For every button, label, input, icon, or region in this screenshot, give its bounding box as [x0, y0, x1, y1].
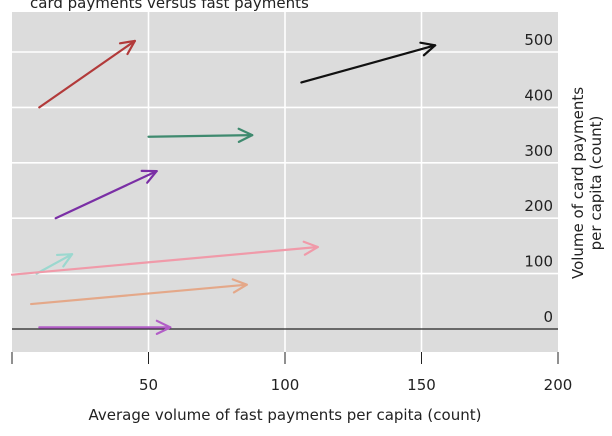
series-3-arrowhead	[140, 169, 158, 184]
gridlines	[12, 12, 558, 352]
x-tick-label: 100	[271, 376, 300, 394]
series-1-line	[300, 44, 437, 84]
y-tick-label: 300	[524, 142, 553, 160]
series-1-arrowhead	[419, 41, 437, 57]
series-5-arrowhead	[302, 240, 319, 256]
y-axis-title-line-2: per capita (count)	[587, 116, 605, 251]
series-6-arrowhead	[231, 278, 248, 294]
x-axis-ticks: 50 100 150 200	[11, 352, 573, 394]
series-3-line	[54, 170, 158, 220]
series-4-arrowhead	[55, 253, 74, 268]
x-tick-label: 200	[544, 376, 573, 394]
y-tick-label: 0	[543, 308, 553, 326]
y-axis-title: Volume of card payments per capita (coun…	[569, 87, 605, 279]
series-0-line	[38, 39, 136, 109]
series-2-arrowhead	[237, 127, 254, 143]
x-tick-label: 150	[407, 376, 436, 394]
series-5-line	[10, 245, 319, 276]
series-2-line	[147, 134, 254, 138]
series-4-line	[35, 253, 74, 275]
y-tick-label: 200	[524, 197, 553, 215]
y-tick-label: 100	[524, 253, 553, 271]
x-tick-label: 50	[139, 376, 158, 394]
series-arrows	[10, 39, 437, 335]
series-7-arrowhead	[155, 319, 172, 335]
y-tick-label: 400	[524, 86, 553, 104]
y-tick-label: 500	[524, 31, 553, 49]
y-axis-ticks: 0 100 200 300 400 500	[524, 31, 553, 326]
chart-top-caption: card payments versus fast payments	[30, 0, 309, 12]
x-axis-title: Average volume of fast payments per capi…	[89, 406, 482, 424]
series-0-arrowhead	[118, 39, 136, 56]
y-axis-title-line-1: Volume of card payments	[569, 87, 587, 279]
series-6-line	[30, 283, 248, 306]
